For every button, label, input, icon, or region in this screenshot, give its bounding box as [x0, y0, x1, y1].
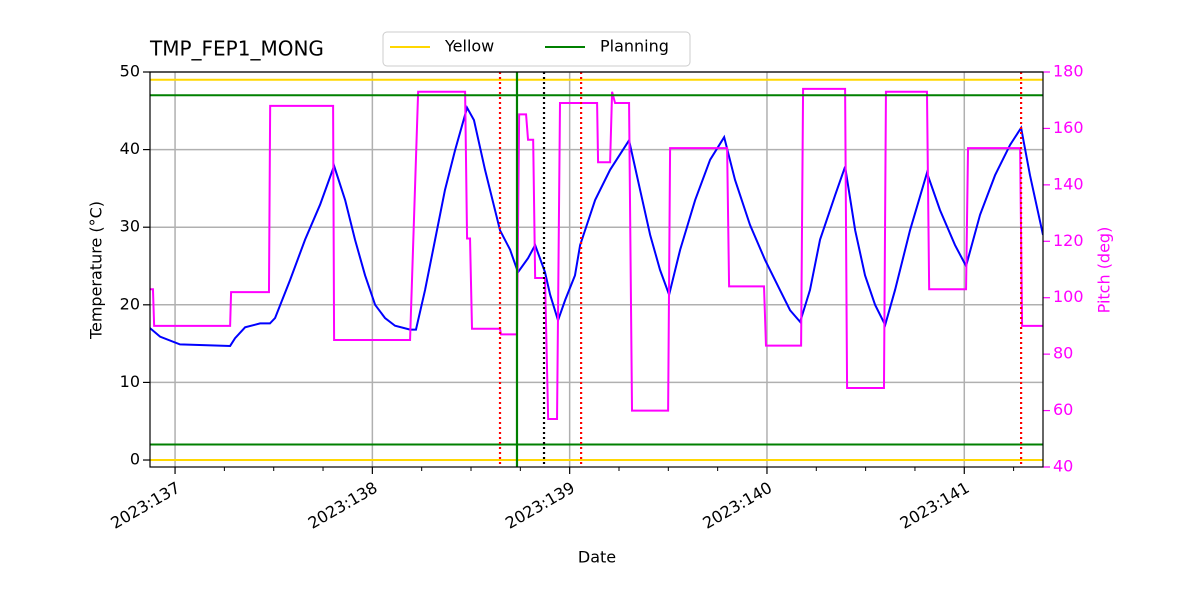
data-line: [150, 87, 1043, 421]
y-tick-label: 50: [120, 62, 140, 81]
y2-tick-label: 140: [1053, 174, 1084, 193]
y2-tick-label: 40: [1053, 457, 1073, 476]
y2-tick-label: 180: [1053, 62, 1084, 81]
x-axis-label: Date: [578, 548, 616, 567]
y2-tick-label: 80: [1053, 344, 1073, 363]
y2-axis-label: Pitch (deg): [1095, 227, 1114, 314]
y-tick-label: 20: [120, 294, 140, 313]
chart-title: TMP_FEP1_MONG: [149, 37, 324, 61]
y2-tick-label: 60: [1053, 400, 1073, 419]
y-tick-label: 0: [130, 450, 140, 469]
legend-label: Planning: [600, 37, 669, 56]
y-tick-label: 10: [120, 372, 140, 391]
plot-frame: [149, 71, 1044, 468]
y-tick-label: 40: [120, 139, 140, 158]
y-axis-label: Temperature (°C): [87, 201, 106, 340]
y2-tick-label: 100: [1053, 287, 1084, 306]
legend-box: [382, 31, 691, 67]
y2-tick-label: 160: [1053, 118, 1084, 137]
y2-tick-label: 120: [1053, 231, 1084, 250]
legend-label: Yellow: [444, 37, 494, 56]
data-line: [150, 105, 1043, 347]
y-tick-label: 30: [120, 217, 140, 236]
